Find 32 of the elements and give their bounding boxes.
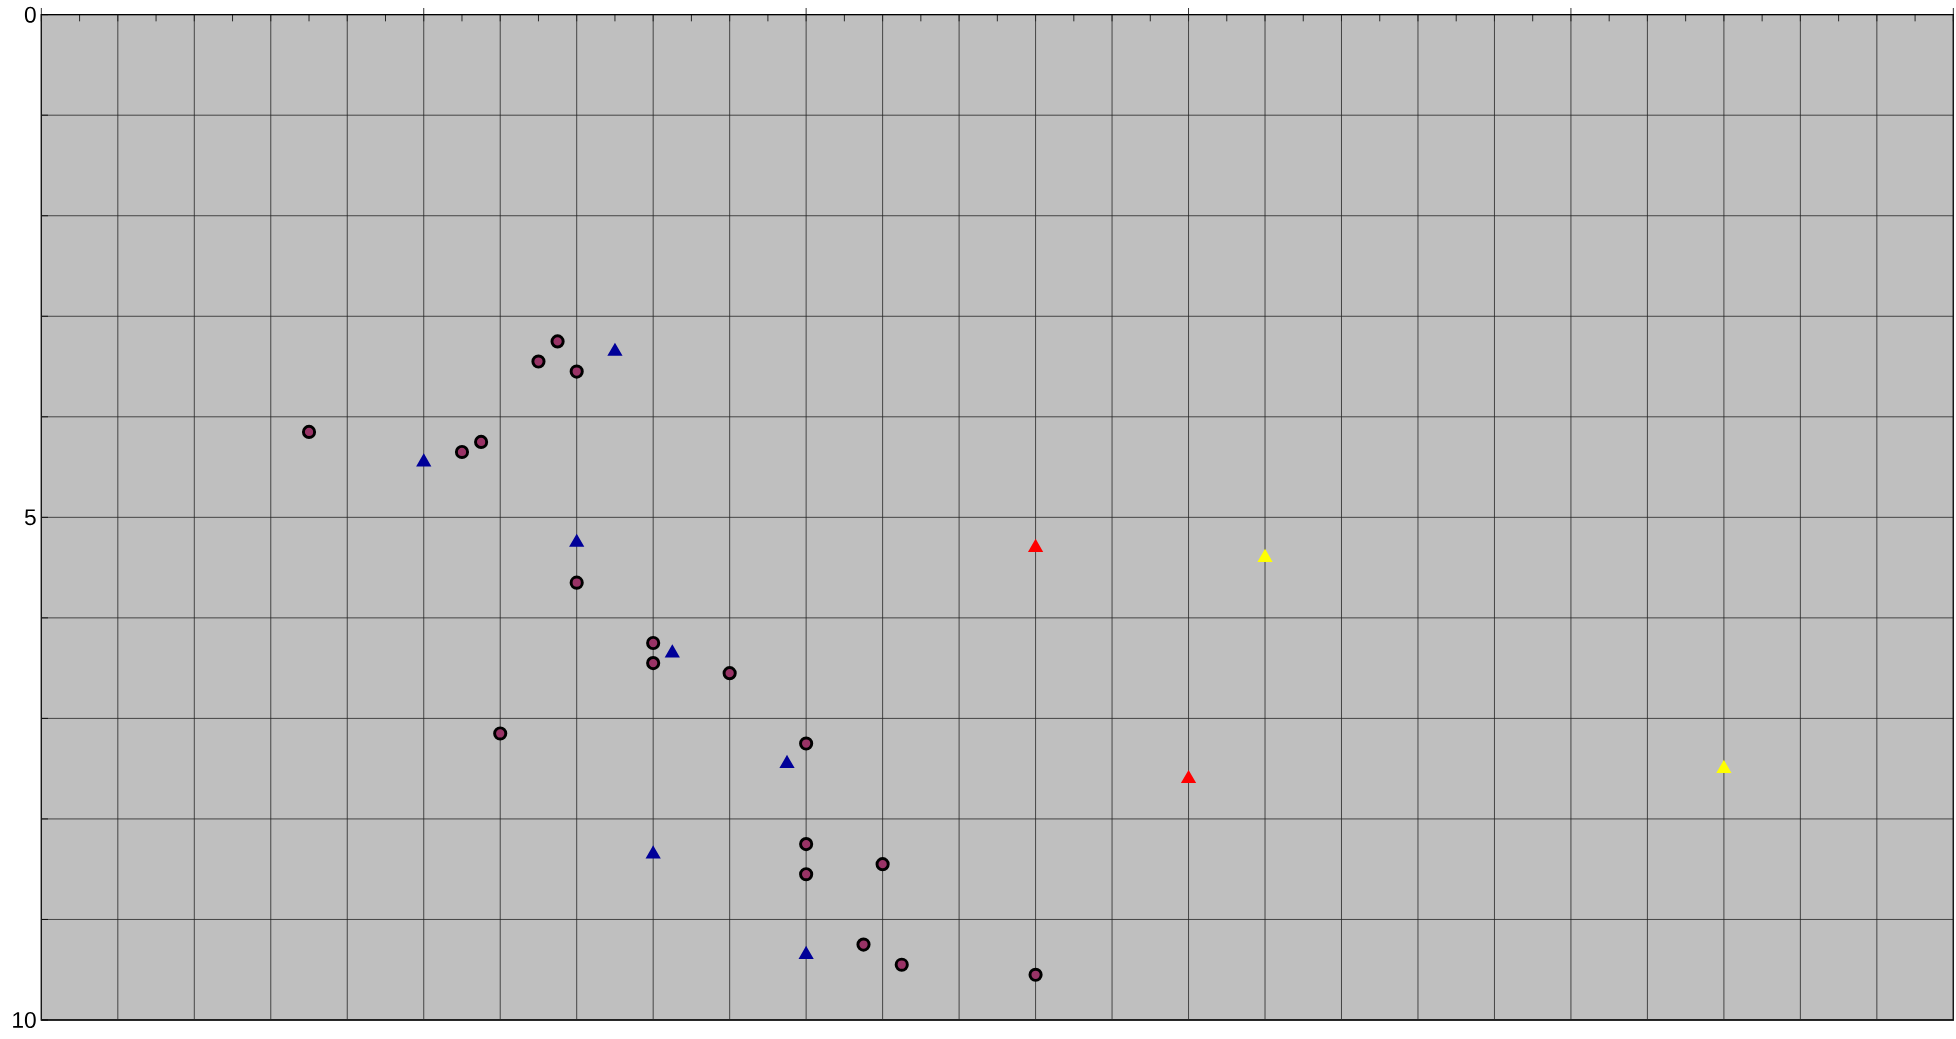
point bbox=[569, 364, 584, 379]
point bbox=[474, 435, 489, 450]
point bbox=[799, 736, 814, 751]
point bbox=[646, 846, 661, 859]
point bbox=[1181, 771, 1196, 784]
point bbox=[799, 947, 813, 960]
point bbox=[569, 534, 584, 548]
point bbox=[454, 445, 470, 460]
point bbox=[799, 867, 814, 882]
point bbox=[894, 957, 909, 972]
point bbox=[550, 334, 565, 349]
point bbox=[1717, 761, 1731, 774]
point bbox=[569, 575, 584, 590]
point bbox=[875, 857, 890, 872]
point bbox=[780, 756, 794, 769]
y-tick-label: 10 bbox=[13, 1012, 36, 1029]
point bbox=[493, 726, 508, 741]
point bbox=[1028, 539, 1043, 553]
point bbox=[416, 454, 431, 467]
point bbox=[646, 636, 661, 651]
point bbox=[856, 937, 871, 952]
point bbox=[608, 343, 622, 357]
point bbox=[301, 424, 317, 440]
point bbox=[1258, 549, 1272, 563]
point bbox=[531, 354, 546, 369]
point bbox=[1028, 967, 1043, 982]
y-tick-label: 0 bbox=[24, 6, 36, 23]
point bbox=[722, 666, 737, 681]
point bbox=[646, 656, 661, 671]
point bbox=[665, 645, 680, 658]
y-tick-label: 5 bbox=[24, 509, 36, 526]
point bbox=[799, 837, 814, 852]
